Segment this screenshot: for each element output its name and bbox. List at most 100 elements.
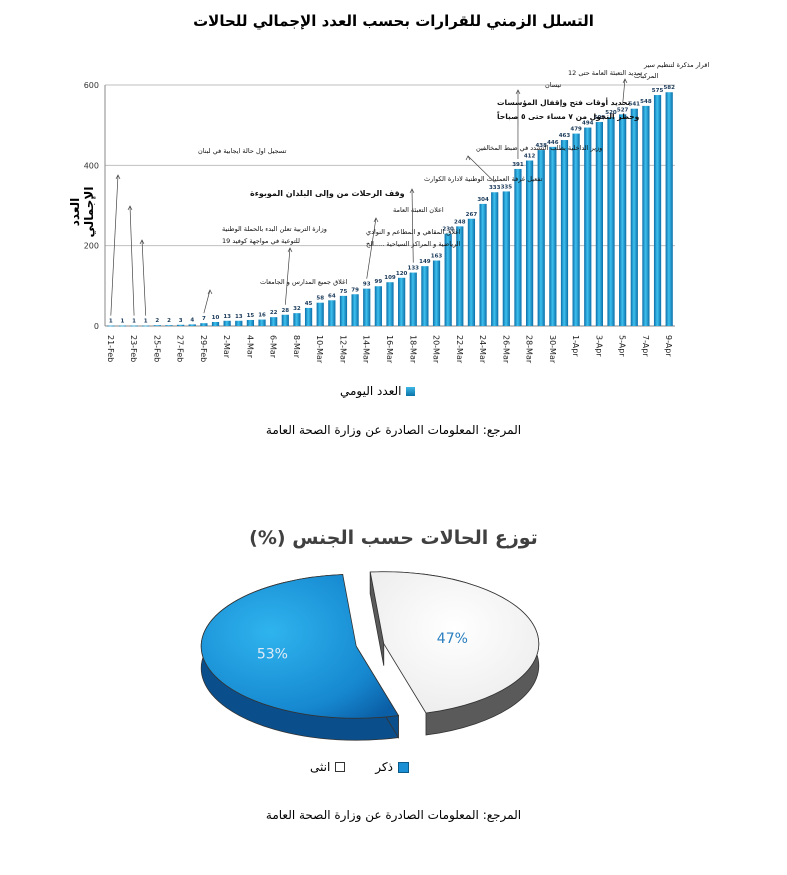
x-tick-label: 21-Feb [106, 335, 115, 362]
bar [339, 295, 348, 326]
bar-value-label: 58 [316, 296, 324, 302]
bar [653, 95, 662, 327]
bar-value-label: 494 [582, 121, 594, 127]
x-tick-label: 6-Mar [269, 335, 278, 359]
annotation-label: تمديد التعبئة العامة حتى 12 [568, 69, 642, 77]
bar-value-label: 508 [594, 115, 606, 121]
bar [665, 92, 673, 326]
bar [363, 288, 371, 326]
bar [316, 302, 324, 326]
bar-value-label: 1 [132, 319, 136, 325]
bar-value-label: 79 [351, 287, 359, 293]
bar [479, 203, 487, 326]
annotation-label: وزير الداخلية يطلب التشدد في ضبط المخالف… [476, 144, 602, 152]
bar-value-label: 541 [629, 102, 641, 108]
bar [398, 277, 406, 326]
legend-item-female: انثى [310, 760, 346, 774]
pie-legend: ذكر انثى [310, 760, 409, 774]
bar [491, 192, 499, 326]
annotation-arrowhead [409, 188, 415, 194]
bar [200, 323, 208, 326]
bar-value-label: 4 [190, 317, 194, 323]
x-tick-label: 26-Mar [501, 335, 510, 364]
bar [607, 117, 615, 326]
pie-slice-male [200, 574, 400, 719]
bar [432, 260, 441, 326]
bar-value-label: 582 [663, 85, 675, 91]
bar-value-label: 527 [617, 107, 629, 113]
annotation-label: للتوعية في مواجهة كوفيد 19 [222, 237, 300, 245]
bar [456, 226, 464, 326]
x-tick-label: 30-Mar [548, 335, 557, 364]
x-tick-label: 25-Feb [152, 335, 161, 362]
y-axis-label: العدد الإجمالي [68, 186, 96, 238]
bar [642, 105, 650, 327]
bar-value-label: 22 [270, 310, 278, 316]
x-tick-label: 24-Mar [478, 335, 487, 364]
y-tick-label: 200 [84, 242, 99, 251]
bar-value-label: 149 [419, 259, 431, 265]
x-tick-label: 27-Feb [176, 335, 185, 362]
bar [467, 218, 476, 326]
bar [537, 150, 545, 326]
bar-value-label: 248 [454, 219, 466, 225]
bar-value-label: 13 [223, 314, 231, 320]
bar [188, 324, 196, 326]
annotation-arrowhead [115, 174, 121, 180]
bar-value-label: 230 [442, 227, 454, 233]
annotation-label: تفعيل غرفة العمليات الوطنية لادارة الكوا… [424, 175, 543, 183]
bar-value-label: 109 [384, 275, 396, 281]
x-tick-label: 20-Mar [432, 335, 441, 364]
annotation-label: وقف الرحلات من وإلى البلدان الموبوءة [250, 189, 405, 198]
bar-value-label: 10 [212, 315, 220, 321]
x-tick-label: 23-Feb [129, 335, 138, 362]
annotation-arrowhead [127, 205, 133, 211]
bar [235, 320, 243, 326]
annotation-arrow [411, 188, 414, 263]
annotation-arrowhead [139, 239, 145, 245]
source-note-2: المرجع: المعلومات الصادرة عن وزارة الصحة… [265, 808, 522, 822]
x-tick-label: 1-Apr [571, 335, 580, 357]
bar [374, 286, 382, 326]
x-tick-label: 9-Apr [664, 335, 673, 357]
bar-value-label: 463 [559, 133, 571, 139]
annotation-arrow [366, 217, 377, 279]
x-tick-label: 29-Feb [199, 335, 208, 362]
bar [572, 133, 580, 326]
bar-value-label: 75 [340, 289, 348, 295]
bar-value-label: 2 [167, 318, 171, 324]
bar [246, 319, 255, 326]
bar [118, 325, 127, 327]
source-note-1: المرجع: المعلومات الصادرة عن وزارة الصحة… [265, 423, 522, 437]
legend-label-male: ذكر [375, 760, 393, 774]
legend-swatch-female [335, 762, 346, 772]
bar-value-label: 45 [305, 301, 313, 307]
bar-value-label: 93 [363, 282, 371, 288]
bar-value-label: 1 [144, 319, 148, 325]
annotation-arrowhead [515, 89, 521, 95]
bar-value-label: 28 [281, 308, 289, 314]
bar [595, 121, 603, 326]
bar [560, 140, 569, 326]
bar [409, 272, 417, 326]
annotation-label: تحديد أوقات فتح وإقفال المؤسسات [497, 97, 631, 107]
bar [177, 324, 185, 326]
annotation-arrowhead [287, 247, 293, 253]
bar-value-label: 438 [535, 143, 547, 149]
bar-value-label: 2 [155, 318, 159, 324]
annotation-arrowhead [373, 217, 379, 223]
legend-swatch-male [397, 761, 409, 773]
annotation-label: اغلاق المقاهي و المطاعم و النوادي [366, 228, 461, 236]
annotation-label: نيسان [545, 81, 562, 89]
pie-chart: 47% 53% [200, 571, 540, 741]
pie-label-female: 47% [437, 631, 468, 647]
pie-chart-title: توزع الحالات حسب الجنس (%) [249, 527, 538, 549]
bar [525, 160, 534, 326]
x-tick-label: 8-Mar [292, 335, 301, 359]
annotation-label: اعلان التعبئة العامة [393, 206, 444, 214]
bar [502, 191, 510, 326]
annotation-arrow [622, 78, 626, 105]
bar-value-label: 520 [605, 110, 617, 116]
bar [549, 146, 557, 326]
